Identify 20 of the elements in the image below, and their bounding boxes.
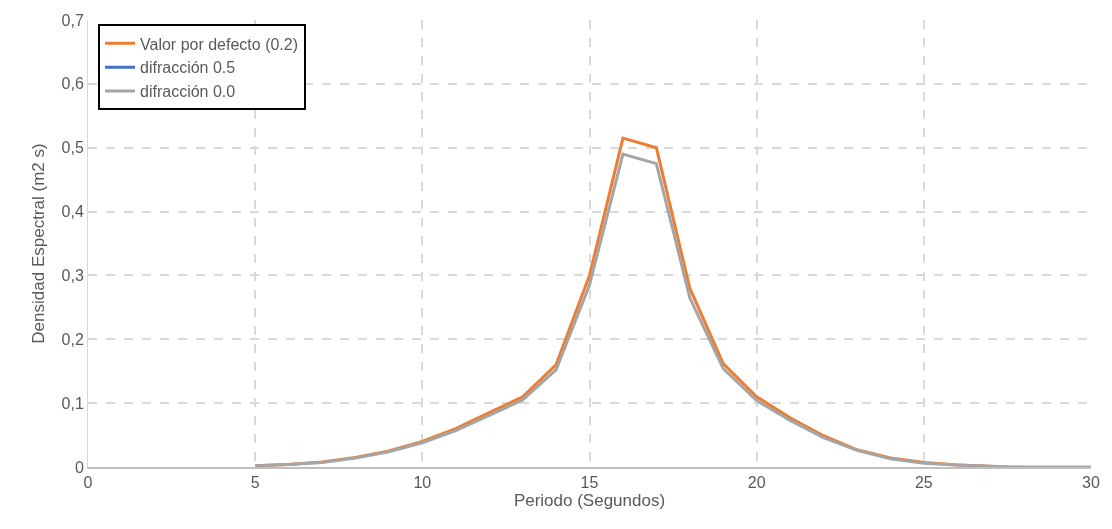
y-tick-label: 0 [74,458,84,476]
legend-label: Valor por defecto (0.2) [140,35,299,53]
y-tick-label: 0,7 [61,11,84,29]
y-tick-label: 0,6 [61,75,84,93]
line-series [253,152,1091,467]
x-tick-label: 30 [1082,474,1100,492]
x-tick-label: 5 [250,474,260,492]
legend-label: difracción 0.5 [140,59,236,77]
y-tick-label: 0,1 [61,394,84,412]
x-tick-label: 10 [413,474,432,492]
x-tick-label: 15 [580,474,599,492]
x-axis-title: Periodo (Segundos) [513,491,666,511]
y-tick-label: 0,5 [61,139,84,157]
x-tick-label: 25 [914,474,933,492]
y-tick-label: 0,2 [61,330,84,348]
y-axis-title: Densidad Espectral (m2 s) [29,143,48,344]
y-tick-label: 0,4 [61,203,84,221]
x-tick-label: 20 [747,474,766,492]
legend-label: difracción 0.0 [140,83,236,101]
y-tick-label: 0,3 [61,267,84,285]
